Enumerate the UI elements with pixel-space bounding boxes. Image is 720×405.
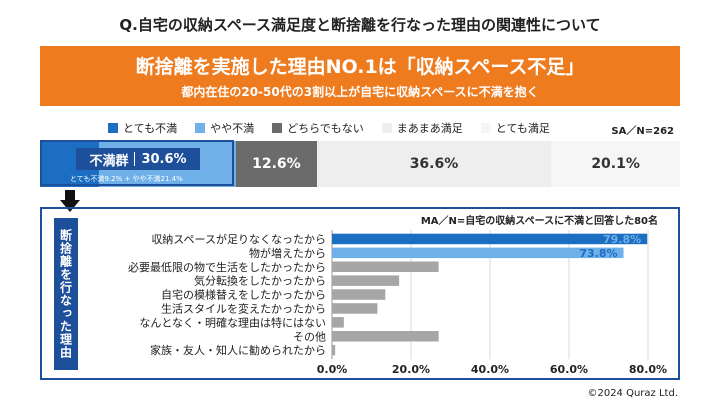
legend-label: やや不満: [210, 122, 255, 135]
satisfaction-sample-size: SA／N=262: [611, 126, 674, 137]
category-label: 気分転換をしたかったから: [194, 274, 326, 288]
legend-label: とても不満: [123, 122, 178, 135]
bar: [332, 233, 648, 245]
legend-item: どちらでもない: [272, 120, 364, 136]
banner-subheadline: 都内在住の20-50代の3割以上が自宅に収納スペースに不満を抱く: [181, 85, 539, 99]
stacked-segment: 36.6%: [316, 141, 552, 187]
legend-swatch: [480, 123, 491, 133]
page-title: Q.自宅の収納スペース満足度と断捨離を行なった理由の関連性について: [119, 16, 601, 34]
x-tick-label: 20.0%: [392, 363, 430, 376]
bar: [332, 261, 439, 272]
x-tick-label: 0.0%: [317, 363, 348, 376]
category-label: 家族・友人・知人に勧められたから: [150, 343, 326, 357]
bar: [332, 275, 400, 286]
legend-item: まあまあ満足: [381, 120, 463, 136]
reasons-sample-size: MA／N=自宅の収納スペースに不満と回答した80名: [420, 216, 658, 227]
banner-headline: 断捨離を実施した理由NO.1は「収納スペース不足」: [135, 56, 585, 78]
category-label: 必要最低限の物で生活をしたかったから: [128, 260, 326, 274]
stacked-segment: 20.1%: [551, 141, 680, 187]
x-tick-label: 40.0%: [471, 363, 509, 376]
bar: [332, 289, 386, 300]
legend-swatch: [195, 123, 206, 133]
category-label: 物が増えたから: [249, 246, 326, 260]
legend-item: とても不満: [108, 120, 177, 136]
category-label: 収納スペースが足りなくなったから: [151, 232, 326, 246]
category-label: その他: [293, 330, 326, 343]
category-label: なんとなく・明確な理由は特にはない: [139, 315, 326, 329]
segment-value-label: 20.1%: [591, 156, 640, 172]
down-arrow-icon: [60, 190, 80, 212]
legend-label: どちらでもない: [287, 122, 364, 135]
bar: [332, 247, 624, 259]
bar: [332, 344, 336, 356]
bar: [332, 303, 378, 314]
reasons-panel: [40, 207, 680, 380]
copyright: ©2024 Quraz Ltd.: [587, 388, 678, 399]
category-label: 生活スタイルを変えたかったから: [161, 301, 326, 315]
fuman-group-value: 30.6%: [141, 151, 187, 167]
bar-value-label: 73.8%: [579, 247, 617, 260]
badge-divider: [134, 152, 136, 166]
category-label: 自宅の模様替えをしたかったから: [161, 288, 326, 302]
segment-value-label: 36.6%: [409, 156, 459, 172]
bar: [332, 317, 344, 328]
legend-swatch: [272, 123, 283, 133]
legend-swatch: [381, 123, 392, 133]
stacked-segment: 12.6%: [236, 141, 317, 187]
segment-value-label: 12.6%: [252, 156, 301, 172]
fuman-group-badge: 不満群 30.6%: [76, 148, 200, 170]
x-tick-label: 80.0%: [629, 363, 667, 376]
legend-item: やや不満: [195, 120, 254, 136]
bar-value-label: 79.8%: [603, 233, 641, 246]
legend-label: とても満足: [495, 122, 550, 135]
fuman-highlight-frame: [40, 140, 234, 186]
satisfaction-legend: とても不満 やや不満 どちらでもない まあまあ満足 とても満足: [108, 120, 550, 136]
reasons-side-label: 断捨離を行なった理由: [54, 218, 78, 370]
x-tick-label: 60.0%: [550, 363, 588, 376]
headline-banner: 断捨離を実施した理由NO.1は「収納スペース不足」 都内在住の20-50代の3割…: [40, 46, 680, 106]
legend-item: とても満足: [480, 120, 550, 136]
legend-label: まあまあ満足: [396, 122, 463, 135]
bar: [332, 331, 439, 342]
fuman-group-note: とても不満9.2% + やや不満21.4%: [70, 175, 183, 183]
fuman-group-label: 不満群: [89, 153, 129, 169]
legend-swatch: [108, 123, 118, 133]
